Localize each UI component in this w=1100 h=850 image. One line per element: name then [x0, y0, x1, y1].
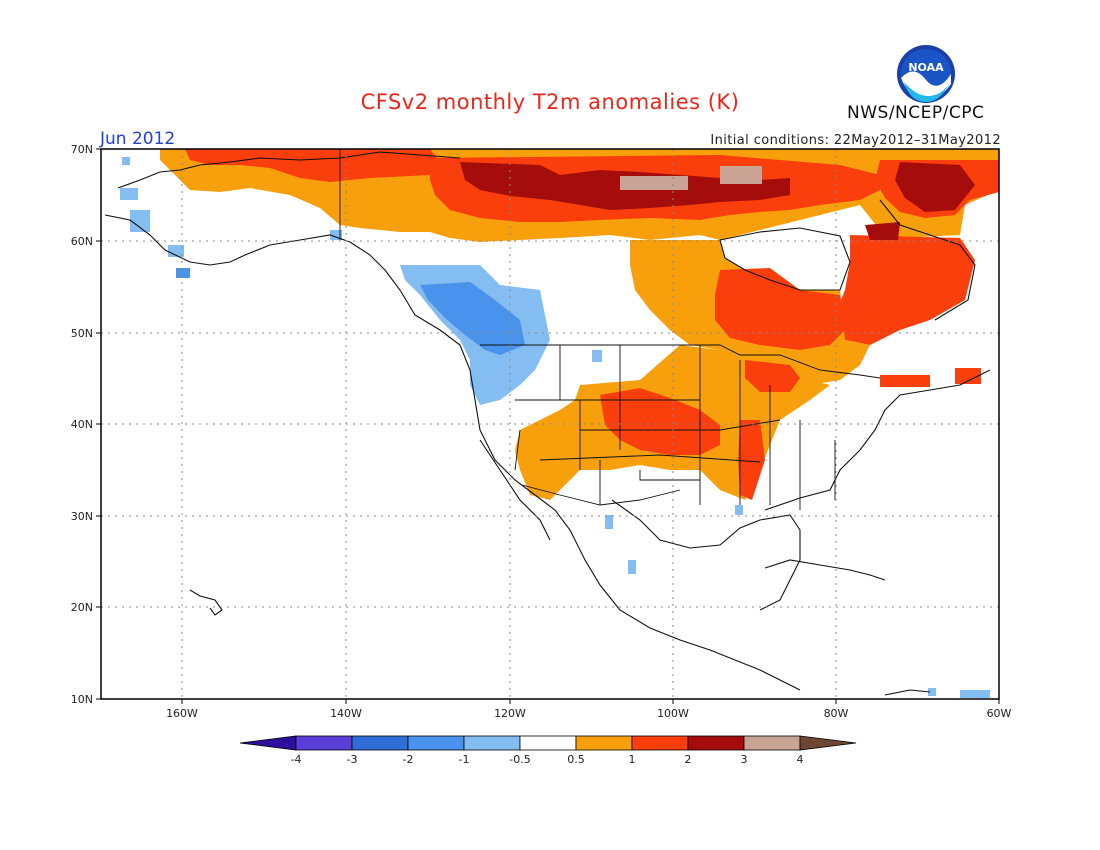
noaa-logo-icon: NOAA: [897, 45, 955, 103]
lon-label: 160W: [166, 707, 198, 720]
coastlines: [104, 151, 991, 696]
lon-label: 120W: [494, 707, 526, 720]
lat-label: 50N: [71, 327, 93, 340]
political-borders: [339, 149, 881, 510]
lon-label: 80W: [824, 707, 849, 720]
lon-label: 60W: [987, 707, 1012, 720]
initial-conditions: Initial conditions: 22May2012–31May2012: [710, 133, 1001, 148]
lon-label: 100W: [657, 707, 689, 720]
lat-label: 20N: [71, 601, 93, 614]
graticule: [101, 149, 999, 699]
forecast-month: Jun 2012: [100, 129, 176, 149]
lat-label: 30N: [71, 510, 93, 523]
lat-label: 40N: [71, 418, 93, 431]
lat-label: 70N: [71, 143, 93, 156]
chart-title: CFSv2 monthly T2m anomalies (K): [360, 90, 740, 114]
lon-label: 140W: [330, 707, 362, 720]
lat-label: 60N: [71, 235, 93, 248]
lat-label: 10N: [71, 693, 93, 706]
svg-text:NOAA: NOAA: [908, 61, 944, 74]
agency-label: NWS/NCEP/CPC: [847, 103, 985, 123]
